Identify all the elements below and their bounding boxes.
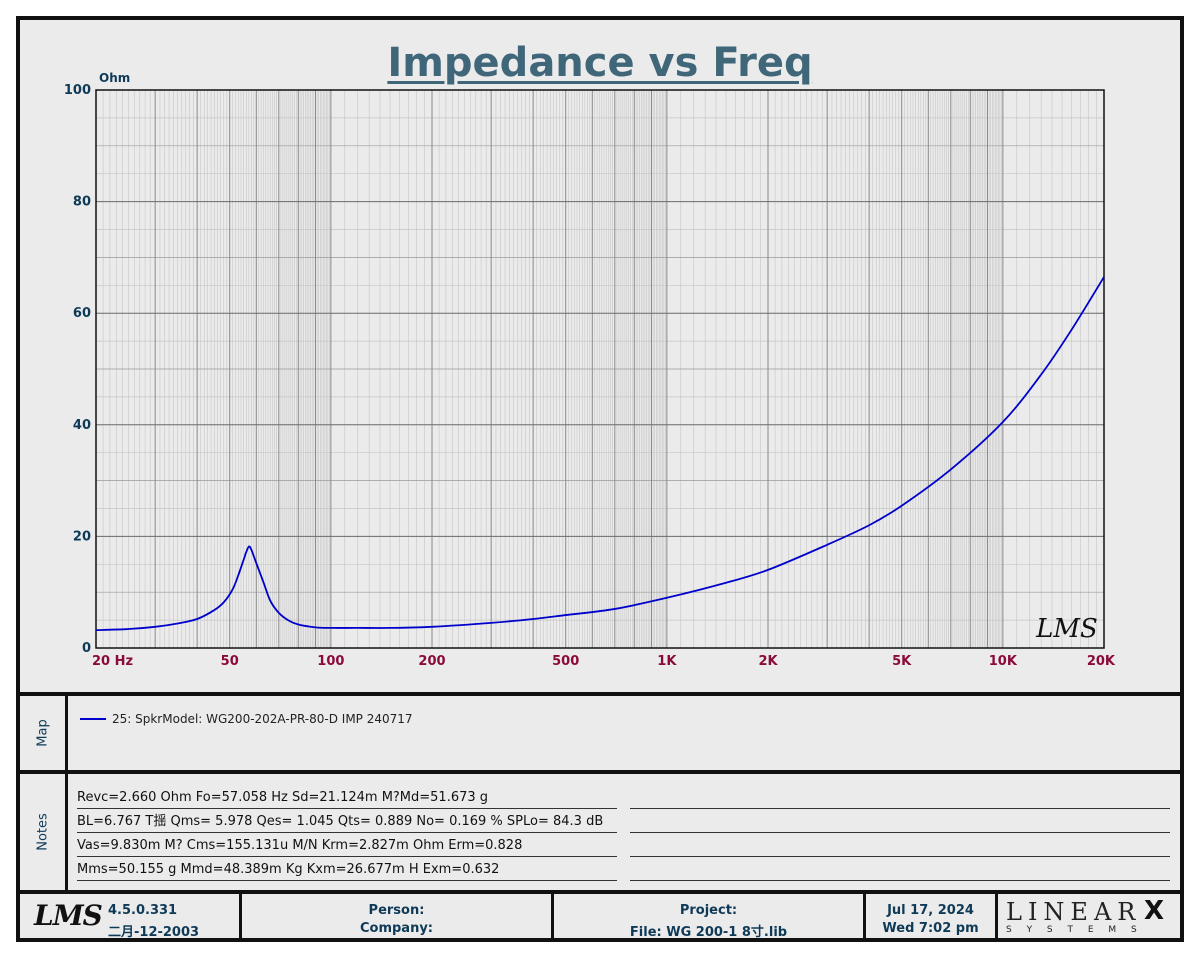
- x-tick-label: 10K: [989, 654, 1018, 669]
- note-line-3: Vas=9.830m M? Cms=155.131u M/N Krm=2.827…: [77, 836, 617, 857]
- lms-logo: LMS: [34, 899, 103, 932]
- separator: [20, 692, 1180, 696]
- company-label: Company:: [359, 921, 434, 936]
- note-line-1: Revc=2.660 Ohm Fo=57.058 Hz Sd=21.124m M…: [77, 788, 617, 809]
- person-label: Person:: [368, 903, 425, 918]
- note-line-blank: [630, 860, 1170, 881]
- footer-version-cell: LMS 4.5.0.331 二月-12-2003: [20, 894, 242, 940]
- x-tick-label: 100: [317, 654, 344, 669]
- x-tick-label: 2K: [758, 654, 778, 669]
- date: Jul 17, 2024: [887, 903, 974, 918]
- separator: [20, 770, 1180, 774]
- y-tick-label: 0: [82, 641, 91, 656]
- x-tick-label: 5K: [892, 654, 912, 669]
- note-line-2: BL=6.767 T揺 Qms= 5.978 Qes= 1.045 Qts= 0…: [77, 812, 617, 833]
- lms-watermark: LMS: [1035, 614, 1098, 644]
- x-tick-label: 500: [552, 654, 579, 669]
- brand-x: X: [1144, 896, 1165, 926]
- note-line-blank: [630, 812, 1170, 833]
- footer-person-cell: Person: Company:: [242, 894, 554, 940]
- time: Wed 7:02 pm: [882, 921, 979, 936]
- y-tick-label: 40: [73, 418, 91, 433]
- impedance-series-line: [95, 276, 1105, 632]
- map-label-box: Map: [20, 696, 68, 770]
- y-tick-label: 20: [73, 529, 91, 544]
- chart-title: Impedance vs Freq: [387, 40, 813, 86]
- file-label: File: WG 200-1 8寸.lib: [629, 925, 788, 940]
- legend-entry: 25: SpkrModel: WG200-202A-PR-80-D IMP 24…: [80, 712, 413, 726]
- note-line-blank: [630, 836, 1170, 857]
- x-tick-label: 20K: [1087, 654, 1116, 669]
- y-tick-label: 80: [73, 195, 91, 210]
- y-axis-label: Ohm: [99, 71, 130, 85]
- y-tick-label: 60: [73, 306, 91, 321]
- y-tick-label: 100: [64, 83, 91, 98]
- map-panel: Map 25: SpkrModel: WG200-202A-PR-80-D IM…: [20, 696, 1180, 770]
- map-label: Map: [35, 719, 50, 747]
- linearx-logo: LINEAR X S Y S T E M S: [998, 894, 1180, 940]
- lower-panels: Map 25: SpkrModel: WG200-202A-PR-80-D IM…: [20, 20, 1180, 940]
- note-line-4: Mms=50.155 g Mmd=48.389m Kg Kxm=26.677m …: [77, 860, 617, 881]
- project-label: Project:: [679, 903, 738, 918]
- x-tick-label: 200: [418, 654, 445, 669]
- footer: LMS 4.5.0.331 二月-12-2003 Person: Company…: [20, 894, 1180, 940]
- x-axis-ticks: 20 Hz 50 100 200 500 1K 2K 5K 10K 20K: [92, 654, 1116, 669]
- brand-bottom: S Y S T E M S: [1006, 925, 1143, 935]
- x-tick-label: 1K: [657, 654, 677, 669]
- brand-top: LINEAR: [1006, 898, 1142, 926]
- version: 4.5.0.331: [108, 903, 178, 918]
- minor-grid: [96, 90, 1104, 648]
- x-tick-label: 50: [221, 654, 239, 669]
- x-tick-label: 20 Hz: [92, 654, 133, 669]
- footer-project-cell: Project: File: WG 200-1 8寸.lib: [554, 894, 866, 940]
- legend-text: 25: SpkrModel: WG200-202A-PR-80-D IMP 24…: [112, 712, 413, 726]
- plot-border: [95, 89, 1105, 649]
- legend-swatch: [80, 718, 106, 720]
- version-date: 二月-12-2003: [108, 925, 200, 940]
- y-axis-ticks: 0 20 40 60 80 100: [64, 83, 91, 656]
- notes-label-box: Notes: [20, 774, 68, 890]
- major-grid: [96, 89, 1104, 649]
- separator: [20, 890, 1180, 894]
- footer-date-cell: Jul 17, 2024 Wed 7:02 pm: [866, 894, 998, 940]
- notes-label: Notes: [35, 813, 50, 851]
- notes-panel: Notes Revc=2.660 Ohm Fo=57.058 Hz Sd=21.…: [20, 774, 1180, 890]
- note-line-blank: [630, 788, 1170, 809]
